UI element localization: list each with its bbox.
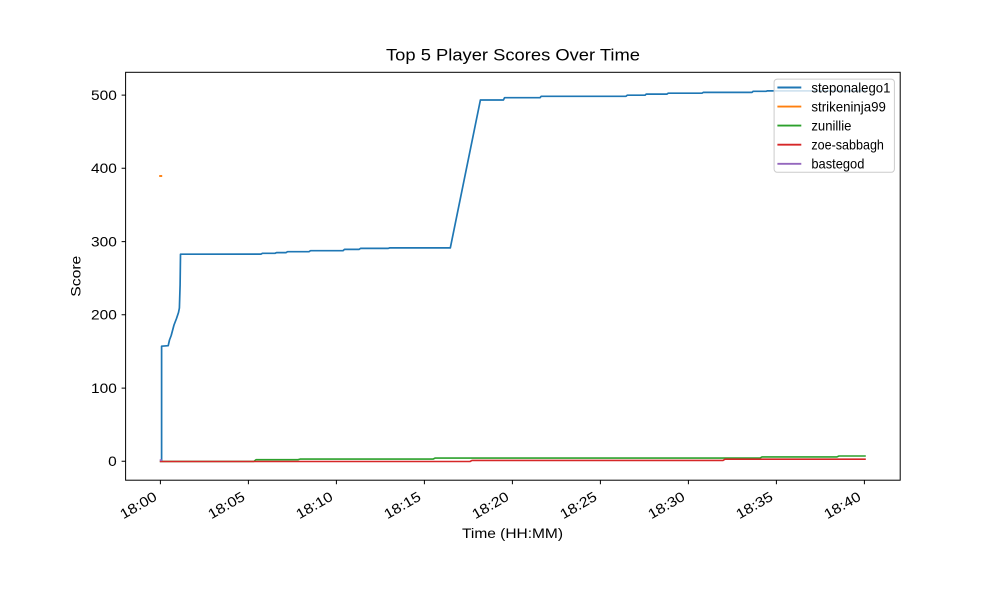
svg-text:0: 0	[108, 453, 117, 469]
svg-text:300: 300	[91, 234, 117, 250]
svg-text:Score: Score	[67, 255, 83, 296]
svg-text:zoe-sabbagh: zoe-sabbagh	[811, 137, 884, 153]
svg-text:500: 500	[91, 87, 117, 103]
svg-text:zunillie: zunillie	[811, 118, 851, 134]
svg-text:100: 100	[91, 380, 117, 396]
svg-text:Top 5 Player Scores Over Time: Top 5 Player Scores Over Time	[386, 46, 640, 65]
svg-text:strikeninja99: strikeninja99	[811, 99, 886, 115]
svg-text:steponalego1: steponalego1	[811, 79, 890, 95]
svg-text:Time (HH:MM): Time (HH:MM)	[462, 525, 563, 541]
svg-text:200: 200	[91, 307, 117, 323]
svg-text:400: 400	[91, 160, 117, 176]
svg-text:bastegod: bastegod	[811, 156, 864, 172]
